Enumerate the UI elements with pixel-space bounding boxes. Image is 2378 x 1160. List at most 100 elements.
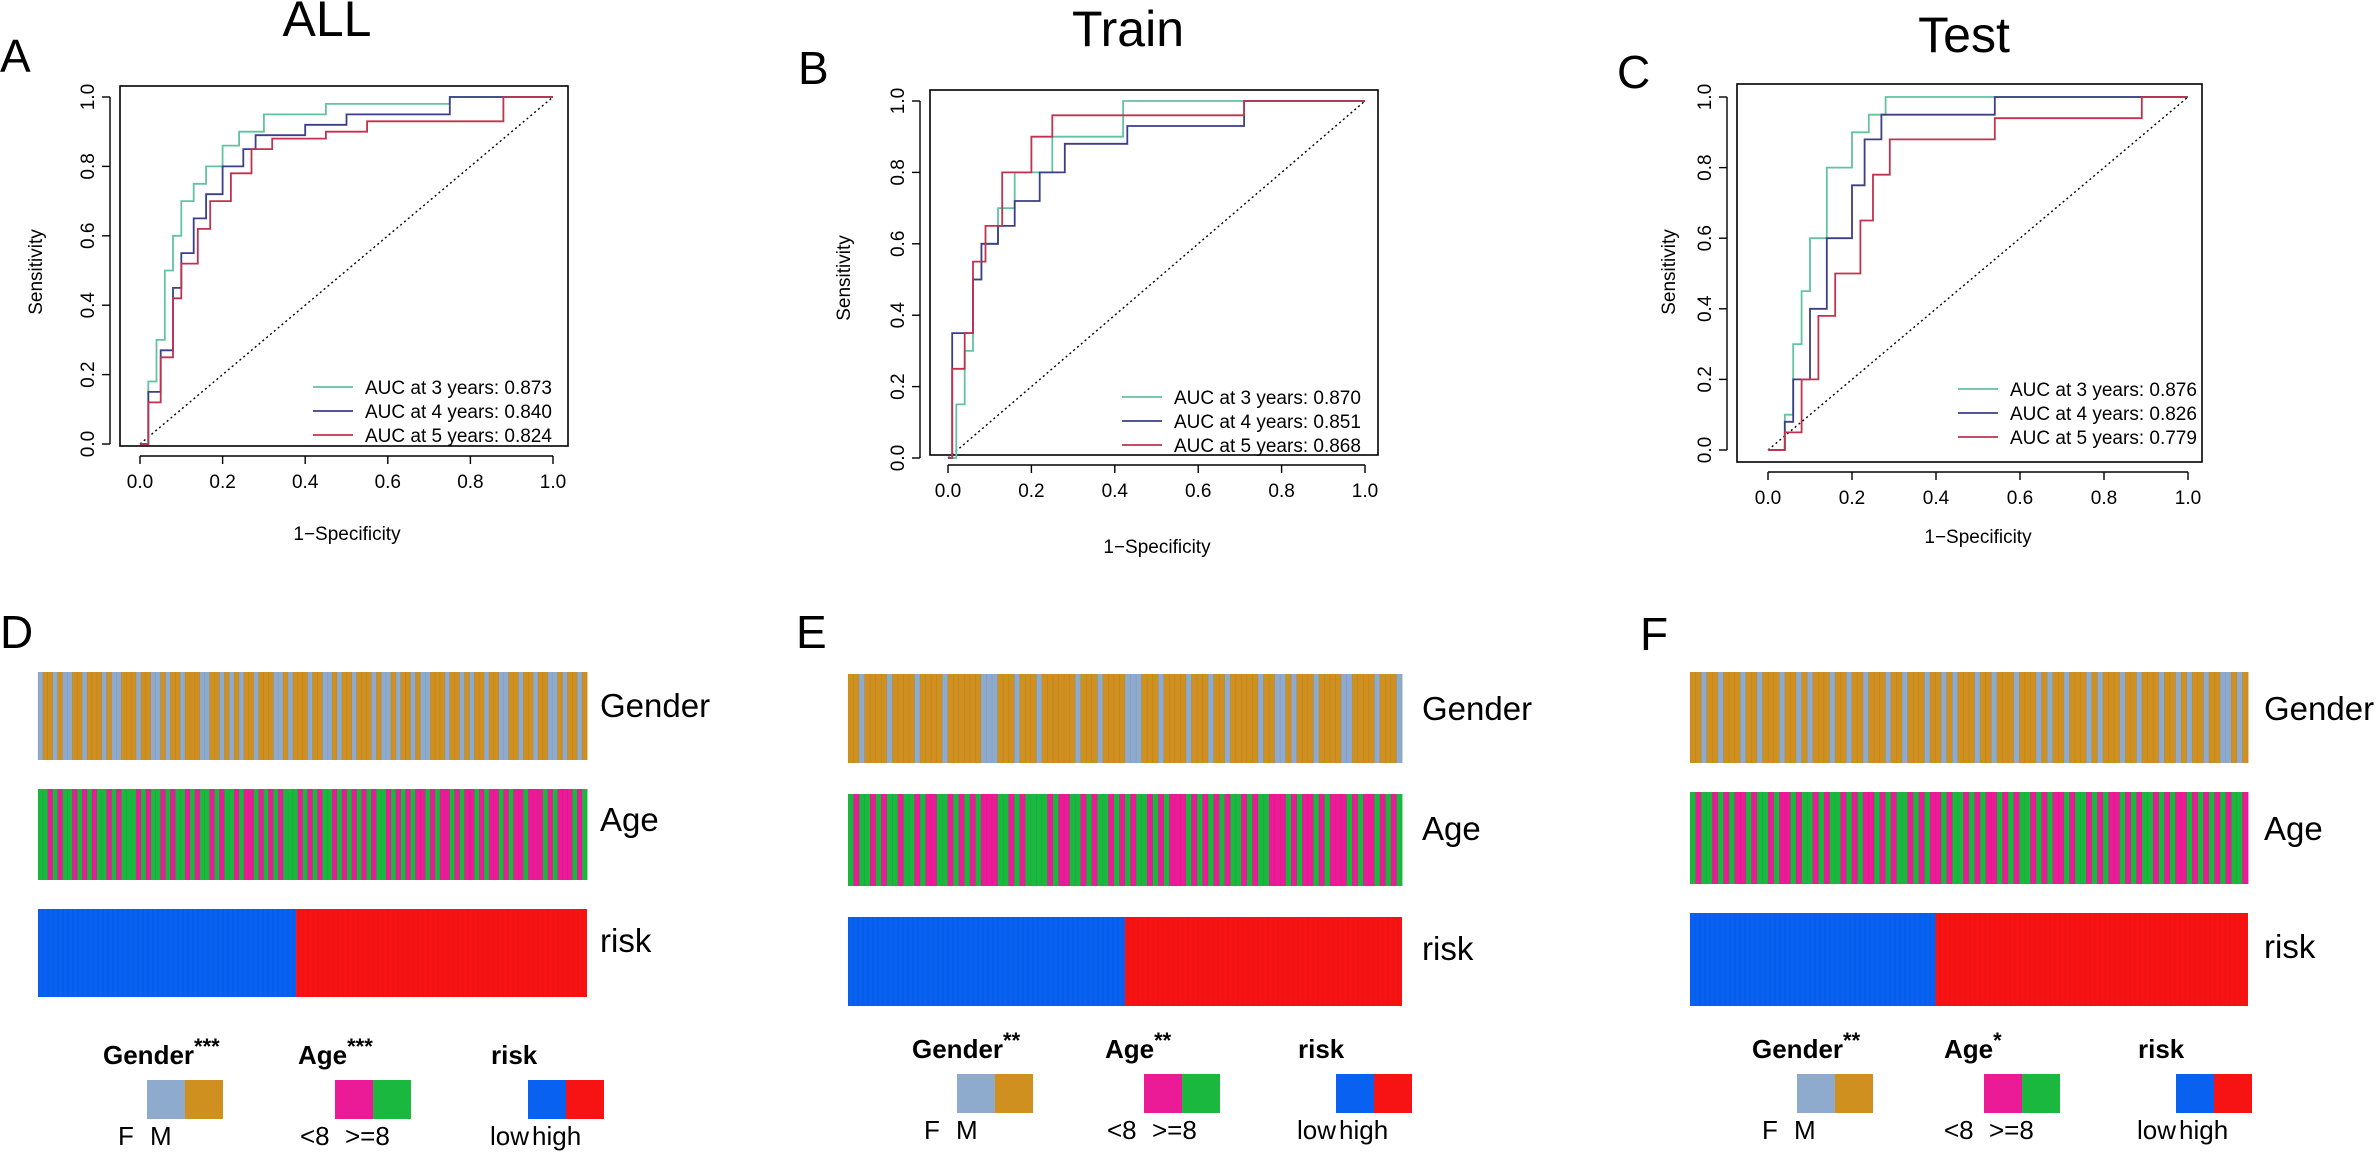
track-cell: [920, 794, 926, 886]
track-cell: [273, 789, 279, 880]
track-cell: [1185, 794, 1192, 886]
x-tick-label: 0.6: [375, 472, 401, 493]
track-cell: [1851, 672, 1858, 763]
track-cell: [145, 789, 152, 880]
track-cell: [1080, 674, 1087, 763]
track-cell: [1706, 672, 1713, 763]
track-cell: [1885, 792, 1892, 884]
track-cell: [1952, 672, 1959, 763]
track-cell: [474, 789, 480, 880]
track-cell: [2175, 792, 2182, 884]
legend-key-label: >=8: [1989, 1115, 2034, 1145]
track-cell: [204, 672, 210, 760]
track-cell: [469, 789, 475, 880]
track-cell: [317, 789, 323, 880]
track-cell: [464, 672, 470, 760]
y-tick-label: 0.2: [78, 361, 99, 387]
track-cell: [1086, 794, 1093, 886]
x-tick-label: 1.0: [1352, 481, 1378, 502]
track-cell: [1991, 672, 1998, 763]
track-cell: [1846, 792, 1853, 884]
track-cell: [1773, 672, 1780, 763]
track-cell: [106, 672, 112, 760]
track-cell: [980, 794, 987, 886]
track-cell: [1723, 792, 1730, 884]
track-cell: [2119, 672, 2126, 763]
track-cell: [1313, 674, 1320, 763]
track-cell: [2024, 792, 2031, 884]
track-cell: [2186, 672, 2193, 763]
roc-curve-auc4: [1768, 96, 2188, 451]
track-cell: [238, 789, 245, 880]
legend-swatch-x8: [1984, 1074, 2022, 1113]
significance-stars: **: [1003, 1028, 1021, 1053]
x-tick-label: 0.6: [2007, 488, 2033, 509]
panel-letter: F: [1640, 608, 1668, 660]
track-cell: [2069, 792, 2076, 884]
legend-label-auc4: AUC at 4 years: 0.840: [365, 402, 552, 423]
track-cell: [567, 672, 573, 760]
track-cell: [302, 789, 308, 880]
track-cell: [903, 674, 910, 763]
track-cell: [2231, 672, 2238, 763]
x-tick-label: 0.8: [1268, 481, 1294, 502]
track-cell: [848, 794, 854, 886]
legend-swatch-xx8: [2022, 1074, 2060, 1113]
track-cell: [1902, 672, 1909, 763]
track-cell: [1929, 792, 1936, 884]
y-tick-label: 0.4: [888, 302, 909, 329]
track-cell: [307, 789, 313, 880]
track-cell: [1734, 792, 1741, 884]
track-cell: [986, 794, 993, 886]
track-cell: [1058, 674, 1065, 763]
track-cell: [508, 672, 514, 760]
track-gender: Gender: [847, 674, 1532, 763]
legend-swatch-high: [566, 1080, 604, 1119]
track-cell: [1274, 794, 1281, 886]
track-cell: [1241, 794, 1248, 886]
track-cell: [356, 789, 362, 880]
y-tick-label: 0.0: [1695, 437, 1716, 463]
track-cell: [1174, 794, 1181, 886]
legend-key-risk: risk low high: [2137, 1034, 2252, 1145]
track-cell: [1790, 672, 1797, 763]
legend-key-risk: risk low high: [1297, 1034, 1412, 1145]
track-cell: [278, 672, 284, 760]
track-cell: [1756, 792, 1763, 884]
track-cell: [243, 789, 250, 880]
track-cell: [2141, 672, 2148, 763]
track-cell: [2164, 672, 2171, 763]
track-cell: [2130, 672, 2137, 763]
track-cell: [1840, 792, 1847, 884]
track-cell: [1307, 794, 1314, 886]
legend-key-title-text: Age: [298, 1040, 347, 1070]
track-cell: [1285, 794, 1292, 886]
track-cell: [1329, 674, 1336, 763]
track-cell: [1751, 672, 1758, 763]
track-cell: [1396, 674, 1403, 763]
track-label: risk: [600, 922, 652, 959]
track-cell: [1935, 672, 1942, 763]
track-cell: [1734, 672, 1741, 763]
track-cell: [1346, 674, 1353, 763]
track-cell: [312, 672, 318, 760]
track-cell: [2175, 672, 2182, 763]
track-cell: [1896, 672, 1903, 763]
track-cell: [292, 789, 299, 880]
track-cell: [1952, 792, 1959, 884]
track-cell: [96, 672, 103, 760]
track-cell: [1890, 792, 1897, 884]
roc-curve-auc3: [1768, 96, 2188, 451]
track-cell: [346, 789, 353, 880]
track-cell: [248, 672, 255, 760]
track-cell: [297, 672, 304, 760]
track-cell: [302, 672, 308, 760]
track-cell: [1041, 674, 1048, 763]
track-cell: [390, 789, 397, 880]
legend-swatch-high: [1374, 1074, 1412, 1113]
track-cell: [1390, 794, 1397, 886]
track-cell: [1235, 674, 1242, 763]
track-cell: [2147, 672, 2154, 763]
y-tick-label: 0.6: [1695, 225, 1716, 251]
legend-swatch-xx8: [373, 1080, 411, 1119]
